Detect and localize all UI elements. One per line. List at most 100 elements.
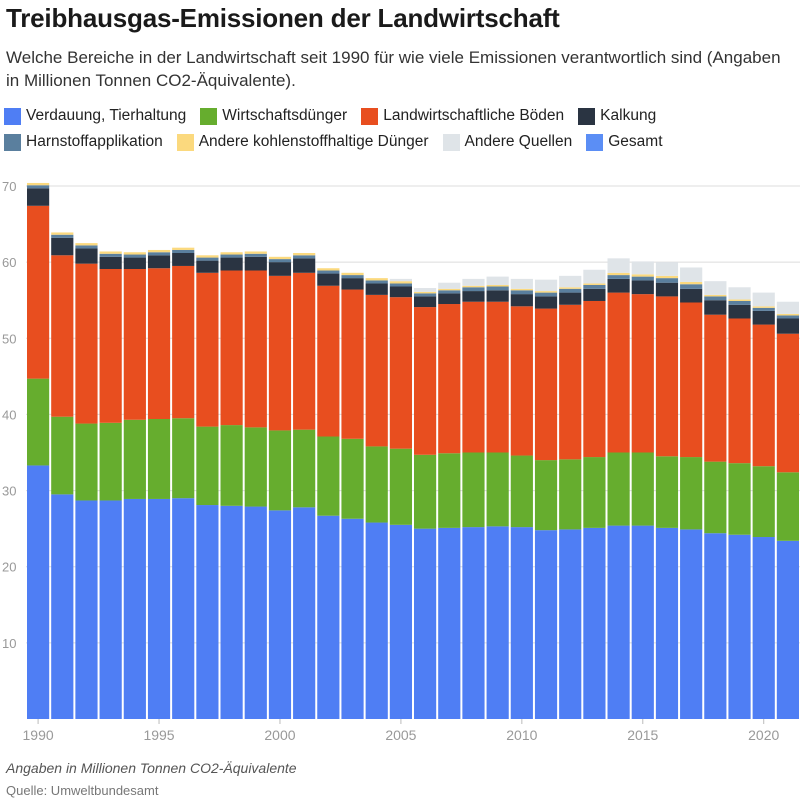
bar-segment: Landwirtschaftliche Böden 1997: 20.2 <box>196 272 219 427</box>
legend-swatch <box>4 107 21 125</box>
bar-segment: Verdauung, Tierhaltung 2015: 25.4 <box>631 525 654 719</box>
chart-source: Quelle: Umweltbundesamt <box>6 783 159 798</box>
bar-segment: Andere kohlenstoffhaltige Dünger 2014: 0… <box>607 272 630 276</box>
legend-item[interactable]: Andere kohlenstoffhaltige Dünger <box>176 132 429 152</box>
y-tick-label: 70 <box>2 179 16 194</box>
bar-segment: Kalkung 2009: 1.5 <box>486 290 509 302</box>
legend-item[interactable]: Landwirtschaftliche Böden <box>361 106 564 126</box>
bar-segment: Harnstoffapplikation 1995: 0.4 <box>147 252 171 256</box>
bar-segment: Andere Quellen 2019: 1.6 <box>728 287 751 300</box>
stacked-bar-chart: 10 20 30 40 50 60 70 Verdauung, Tierhaltung 199… <box>2 179 800 742</box>
bar-segment: Kalkung 2014: 1.8 <box>607 278 630 293</box>
bar-segment: Harnstoffapplikation 2011: 0.5 <box>534 292 558 297</box>
bar-segment: Kalkung 1991: 2.3 <box>51 237 74 256</box>
bar-segment: Harnstoffapplikation 2015: 0.5 <box>631 276 654 281</box>
bar-segment: Landwirtschaftliche Böden 2009: 19.8 <box>486 301 509 453</box>
legend-label: Andere kohlenstoffhaltige Dünger <box>198 133 429 150</box>
bar-segment: Kalkung 2018: 1.9 <box>704 300 727 315</box>
bar-segment: Kalkung 2011: 1.6 <box>534 296 558 309</box>
bar-segment: Harnstoffapplikation 2014: 0.5 <box>607 275 630 279</box>
bar-segment: Andere Quellen 2017: 1.9 <box>680 267 703 282</box>
bar-segment: Andere kohlenstoffhaltige Dünger 2017: 0… <box>680 281 703 285</box>
bar-segment: Verdauung, Tierhaltung 1991: 29.5 <box>51 494 74 719</box>
bar-segment: Landwirtschaftliche Böden 2011: 19.9 <box>534 308 558 461</box>
bar-segment: Landwirtschaftliche Böden 2016: 21 <box>655 296 679 457</box>
bar-segment: Harnstoffapplikation 1993: 0.4 <box>99 253 122 257</box>
legend-swatch <box>361 107 379 125</box>
bar-segment: Wirtschaftsdünger 1992: 10.1 <box>75 423 98 501</box>
bar-segment: Andere kohlenstoffhaltige Dünger 2002: 0… <box>317 268 340 271</box>
bar-segment: Andere Quellen 2012: 1.5 <box>559 275 582 288</box>
bar-segment: Harnstoffapplikation 1996: 0.4 <box>172 249 195 254</box>
bar-segment: Andere kohlenstoffhaltige Dünger 2011: 0… <box>534 291 558 293</box>
bar-segment: Kalkung 1994: 1.5 <box>123 257 146 269</box>
bar-segment: Andere Quellen 2009: 1.1 <box>486 276 509 285</box>
bar-segment: Wirtschaftsdünger 2001: 10.2 <box>293 429 316 508</box>
bar-segment: Andere Quellen 2013: 1.8 <box>583 269 606 284</box>
legend-item[interactable]: Andere Quellen <box>442 132 573 152</box>
bar-segment: Andere kohlenstoffhaltige Dünger 2008: 0… <box>462 285 485 288</box>
bar-segment: Kalkung 2020: 1.8 <box>752 310 775 325</box>
legend-swatch <box>200 107 218 125</box>
bar-segment: Andere Quellen 2018: 1.8 <box>704 281 727 295</box>
bar-segment: Wirtschaftsdünger 2015: 9.6 <box>631 452 654 526</box>
y-tick-label: 40 <box>2 407 16 422</box>
bar-segment: Andere kohlenstoffhaltige Dünger 2020: 0… <box>752 306 775 308</box>
bar-segment: Landwirtschaftliche Böden 2021: 18.2 <box>776 333 799 473</box>
bar-segment: Kalkung 2004: 1.5 <box>365 283 388 295</box>
bar-segment: Wirtschaftsdünger 1995: 10.5 <box>147 418 171 499</box>
bar-segment: Andere Quellen 2015: 1.7 <box>631 261 654 275</box>
bar-segment: Harnstoffapplikation 2009: 0.5 <box>486 286 509 291</box>
bar-segment: Wirtschaftsdünger 1998: 10.6 <box>220 425 243 506</box>
legend-item[interactable]: Kalkung <box>578 106 656 126</box>
bar-segment: Wirtschaftsdünger 2016: 9.4 <box>655 456 679 528</box>
y-tick-label: 10 <box>2 636 16 651</box>
bar-segment: Kalkung 2021: 2 <box>776 318 799 334</box>
bar-segment: Andere Quellen 2014: 1.9 <box>607 258 630 273</box>
bar-segment: Andere Quellen 2016: 1.8 <box>655 262 679 276</box>
bar-segment: Kalkung 1996: 1.7 <box>172 253 195 266</box>
bar-segment: Andere kohlenstoffhaltige Dünger 2019: 0… <box>728 299 751 301</box>
legend-item[interactable]: Wirtschaftsdünger <box>200 106 347 126</box>
legend-label: Verdauung, Tierhaltung <box>26 107 187 124</box>
bar-segment: Landwirtschaftliche Böden 1990: 22.7 <box>27 205 50 379</box>
legend-swatch <box>4 133 21 151</box>
bar-segment: Verdauung, Tierhaltung 2013: 25.1 <box>583 527 606 719</box>
bar-segment: Wirtschaftsdünger 2011: 9.2 <box>534 460 558 531</box>
bar-segment: Verdauung, Tierhaltung 2006: 25 <box>414 528 437 719</box>
bar-segment: Verdauung, Tierhaltung 2020: 23.9 <box>752 537 775 719</box>
bar-segment: Kalkung 1990: 2.3 <box>27 188 50 206</box>
legend-label: Wirtschaftsdünger <box>222 107 348 124</box>
bar-segment: Andere kohlenstoffhaltige Dünger 1992: 0… <box>75 243 98 246</box>
bar-segment: Andere Quellen 2007: 0.8 <box>438 282 461 289</box>
bar-segment: Wirtschaftsdünger 2017: 9.5 <box>680 457 703 530</box>
legend-item[interactable]: Harnstoffapplikation <box>4 132 163 152</box>
bar-segment: Landwirtschaftliche Böden 2008: 19.8 <box>462 301 485 453</box>
bar-segment: Verdauung, Tierhaltung 2017: 24.9 <box>680 529 703 719</box>
bar-segment: Verdauung, Tierhaltung 1999: 27.9 <box>244 506 267 719</box>
bar-segment: Andere kohlenstoffhaltige Dünger 2003: 0… <box>341 272 364 276</box>
bar-segment: Kalkung 2002: 1.6 <box>317 273 340 286</box>
bar-segment: Wirtschaftsdünger 2008: 9.8 <box>462 452 485 528</box>
legend-item[interactable]: Gesamt <box>586 132 663 152</box>
legend-swatch <box>578 107 596 125</box>
bar-segment: Verdauung, Tierhaltung 1993: 28.7 <box>99 500 122 719</box>
bar-segment: Andere Quellen 2010: 1.3 <box>510 278 533 289</box>
legend-item[interactable]: Verdauung, Tierhaltung <box>4 106 186 126</box>
bar-segment: Verdauung, Tierhaltung 2005: 25.5 <box>389 524 412 719</box>
bar-segment: Kalkung 1998: 1.7 <box>220 257 243 271</box>
bar-segment: Landwirtschaftliche Böden 2013: 20.5 <box>583 300 606 458</box>
legend-label: Andere Quellen <box>464 133 573 150</box>
bar-segment: Harnstoffapplikation 1998: 0.4 <box>220 254 243 258</box>
bar-segment: Verdauung, Tierhaltung 1990: 33.3 <box>27 465 50 719</box>
bar-segment: Andere kohlenstoffhaltige Dünger 2016: 0… <box>655 275 679 279</box>
bar-segment: Wirtschaftsdünger 2020: 9.3 <box>752 466 775 538</box>
bar-segment: Wirtschaftsdünger 2019: 9.4 <box>728 463 751 535</box>
bar-segment: Wirtschaftsdünger 2013: 9.3 <box>583 457 606 528</box>
bar-segment: Verdauung, Tierhaltung 2004: 25.8 <box>365 522 388 719</box>
chart-title: Treibhausgas-Emissionen der Landwirtscha… <box>6 3 560 33</box>
bar-segment: Wirtschaftsdünger 2007: 9.8 <box>438 453 461 528</box>
bar-segment: Verdauung, Tierhaltung 1996: 29 <box>172 498 195 719</box>
bar-segment: Kalkung 2010: 1.6 <box>510 294 533 307</box>
bar-segment: Landwirtschaftliche Böden 1994: 19.8 <box>123 268 146 420</box>
